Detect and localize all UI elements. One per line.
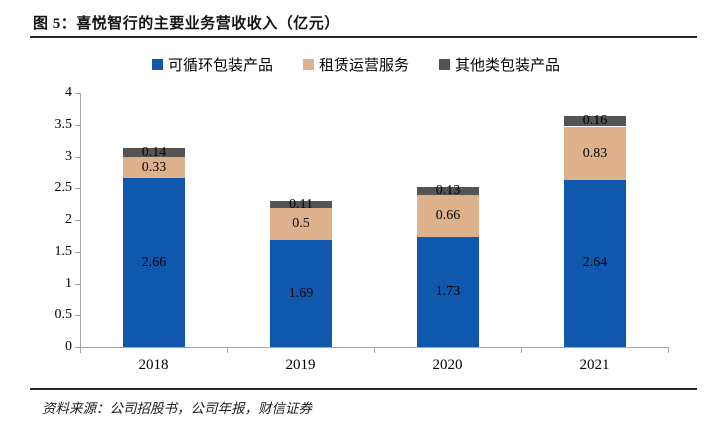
- y-axis-line: [80, 93, 81, 347]
- x-axis-category-label: 2018: [138, 357, 169, 373]
- bar-segment-series-2: 0.14: [123, 144, 185, 160]
- x-axis-category-label: 2019: [285, 357, 316, 373]
- bar-value-label: 0.11: [289, 196, 313, 212]
- bar-value-label: 0.14: [141, 144, 167, 160]
- legend-label: 租赁运营服务: [318, 58, 409, 74]
- bar-segment-series-2: 0.11: [270, 197, 332, 211]
- x-axis-category-label: 2021: [579, 357, 610, 373]
- legend-swatch-tan: [302, 59, 314, 70]
- chart-legend: 可循环包装产品 租赁运营服务 其他类包装产品: [0, 54, 712, 75]
- bar-value-label: 1.73: [435, 284, 461, 299]
- legend-item-recyclable-packaging: 可循环包装产品: [151, 54, 273, 75]
- bar-value-label: 2.66: [141, 254, 167, 270]
- y-axis-tick: [75, 125, 80, 126]
- y-axis-tick-label: 2.5: [54, 180, 73, 195]
- bar-value-label: 1.69: [288, 285, 314, 301]
- bar-segment-series-2: 0.16: [564, 113, 626, 128]
- bar-segment-series-0: 2.66: [123, 178, 185, 347]
- legend-swatch-gray: [439, 59, 450, 70]
- legend-item-other-packaging: 其他类包装产品: [439, 54, 560, 75]
- y-axis-tick: [75, 157, 80, 158]
- title-divider-line: [30, 36, 697, 38]
- y-axis-tick: [75, 220, 80, 221]
- y-axis-tick: [75, 93, 80, 94]
- bar-segment-series-1: 0.83: [564, 127, 626, 180]
- y-axis-tick-label: 3: [65, 149, 72, 164]
- y-axis-tick: [75, 252, 80, 253]
- bar-value-label: 0.5: [292, 216, 310, 231]
- bar-segment-series-1: 0.66: [417, 195, 479, 237]
- x-axis-tick: [80, 348, 81, 353]
- y-axis-tick-label: 3.5: [54, 117, 73, 132]
- y-axis-tick-label: 1.5: [54, 244, 73, 259]
- x-axis-tick: [521, 348, 522, 353]
- y-axis-tick-label: 0: [65, 339, 72, 354]
- bar-segment-series-2: 0.13: [417, 183, 479, 198]
- x-axis-category-label: 2020: [432, 357, 463, 373]
- bar-value-label: 2.64: [582, 255, 608, 270]
- bar-segment-series-1: 0.33: [123, 157, 185, 178]
- source-note: 资料来源：公司招股书，公司年报，财信证券: [42, 401, 312, 416]
- chart-title: 图 5：喜悦智行的主要业务营收收入（亿元）: [33, 16, 340, 32]
- legend-label: 可循环包装产品: [167, 58, 273, 74]
- bar-value-label: 0.33: [141, 159, 167, 175]
- bar-segment-series-1: 0.5: [270, 208, 332, 240]
- bar-segment-series-0: 1.73: [417, 237, 479, 347]
- bar-segment-series-0: 1.69: [270, 240, 332, 347]
- bar-value-label: 0.83: [582, 145, 608, 161]
- bar-segment-series-0: 2.64: [564, 179, 626, 347]
- x-axis-tick: [374, 348, 375, 353]
- y-axis-tick: [75, 347, 80, 348]
- y-axis-tick: [75, 188, 80, 189]
- x-axis-line: [78, 347, 669, 348]
- y-axis-tick-label: 2: [65, 212, 72, 227]
- y-axis-tick-label: 1: [65, 276, 72, 291]
- footer-divider-line: [30, 388, 697, 390]
- legend-label: 其他类包装产品: [455, 58, 561, 74]
- legend-swatch-blue: [151, 59, 163, 70]
- x-axis-tick: [668, 348, 669, 353]
- legend-item-leasing-service: 租赁运营服务: [302, 54, 409, 75]
- bar-value-label: 0.66: [435, 208, 461, 223]
- y-axis-tick-label: 0.5: [54, 307, 73, 322]
- bar-value-label: 0.13: [435, 183, 461, 198]
- y-axis-tick: [75, 284, 80, 285]
- y-axis-tick-label: 4: [65, 85, 72, 100]
- bar-value-label: 0.16: [582, 113, 608, 128]
- x-axis-tick: [227, 348, 228, 353]
- y-axis-tick: [75, 315, 80, 316]
